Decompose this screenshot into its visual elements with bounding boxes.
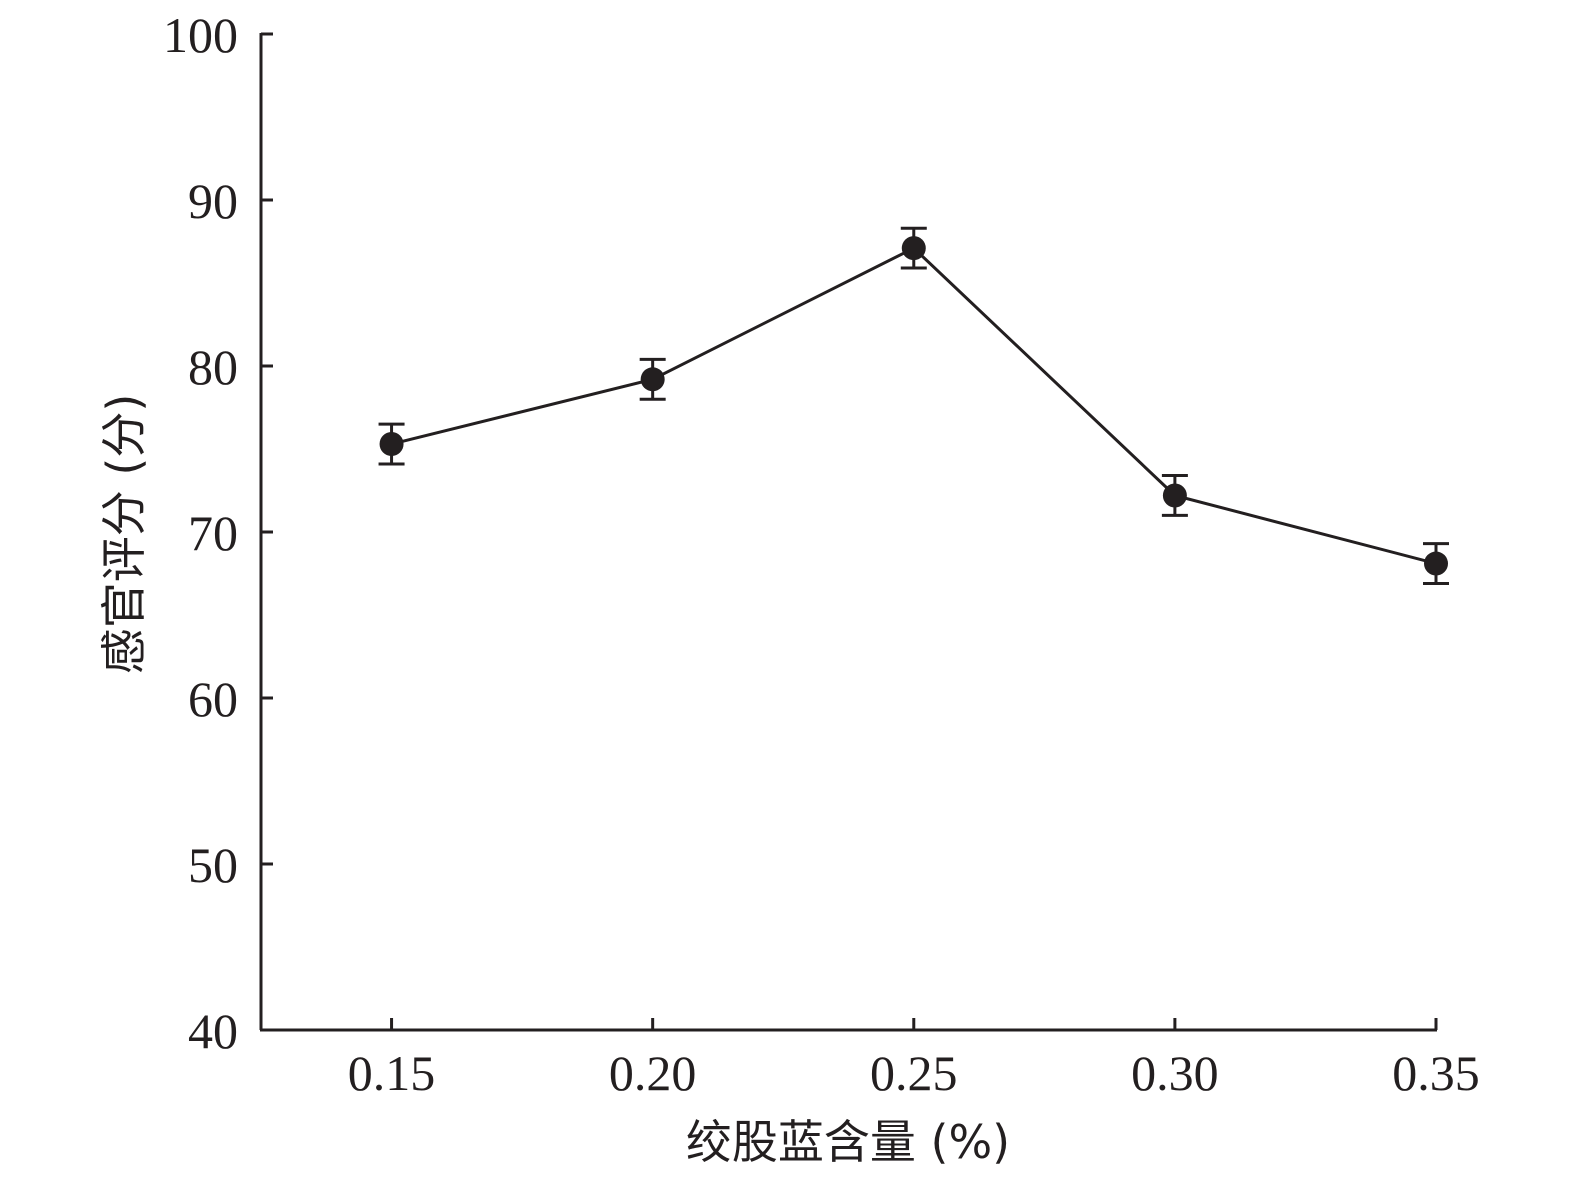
y-tick-label: 80	[188, 339, 238, 395]
y-axis-title: 感官评分 (分)	[97, 394, 151, 675]
x-tick-label: 0.15	[348, 1045, 436, 1101]
data-point	[640, 367, 665, 392]
y-tick-label: 70	[188, 505, 238, 561]
data-point	[1424, 551, 1448, 576]
x-tick-label: 0.35	[1392, 1045, 1480, 1101]
x-axis-ticks: 0.15 0.20 0.25 0.30 0.35	[348, 1018, 1480, 1101]
x-axis-title: 绞股蓝含量 (%)	[686, 1115, 1010, 1169]
y-tick-label: 60	[188, 671, 238, 727]
x-tick-label: 0.30	[1131, 1045, 1219, 1101]
series-layer	[378, 226, 1449, 585]
data-point	[1162, 483, 1187, 508]
axes	[259, 33, 1437, 1032]
data-point	[901, 236, 926, 261]
data-point	[379, 432, 404, 457]
y-tick-label: 40	[188, 1003, 238, 1059]
y-tick-label: 50	[188, 837, 238, 893]
x-tick-label: 0.25	[870, 1045, 958, 1101]
series-line	[391, 246, 1437, 565]
y-tick-label: 100	[163, 7, 238, 63]
x-tick-label: 0.20	[609, 1045, 697, 1101]
y-axis-ticks: 40 50 60 70 80 90 100	[163, 7, 273, 1059]
y-tick-label: 90	[188, 173, 238, 229]
